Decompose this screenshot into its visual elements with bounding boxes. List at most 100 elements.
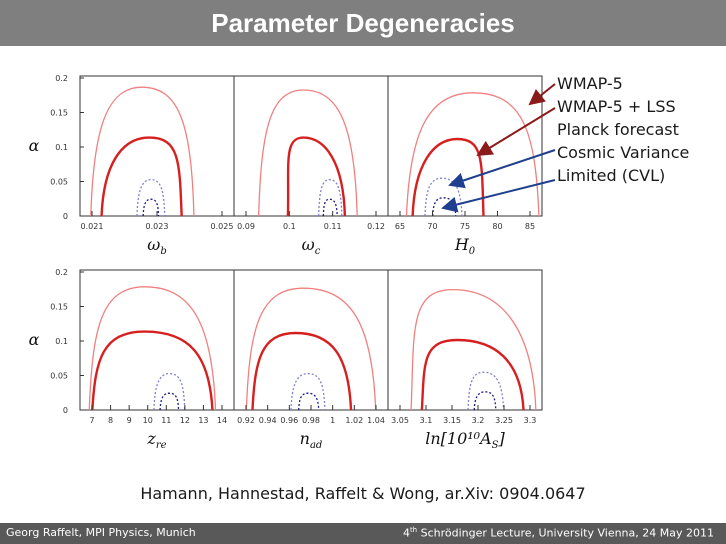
- title-bar: Parameter Degeneracies: [0, 0, 726, 46]
- x-tick-label: 0.12: [367, 222, 385, 231]
- contour-wmap-5: [245, 287, 377, 411]
- x-tick-label: 0.94: [259, 416, 277, 425]
- x-tick-label: 10: [143, 416, 153, 425]
- x-tick-label: 80: [492, 222, 502, 231]
- x-tick-label: 1.04: [367, 416, 385, 425]
- contour-cosmic-variance-limited-cvl-: [159, 392, 180, 411]
- contour-wmap-5: [410, 288, 537, 411]
- x-tick-label: 85: [525, 222, 535, 231]
- legend-arrow: [528, 83, 556, 106]
- x-tick-label: 3.3: [524, 416, 537, 425]
- x-tick-label: 3.05: [391, 416, 409, 425]
- contour-planck-forecast: [424, 177, 463, 217]
- x-axis-label: ωc: [302, 235, 321, 257]
- contour-planck-forecast: [290, 372, 326, 411]
- footer-author: Georg Raffelt, MPI Physics, Munich: [6, 526, 196, 539]
- x-tick-label: 0.96: [280, 416, 298, 425]
- panel-frame: [233, 269, 389, 411]
- x-tick-label: 9: [127, 416, 132, 425]
- contour-wmap-5: [257, 89, 358, 217]
- legend: WMAP-5 WMAP-5 + LSS Planck forecast Cosm…: [557, 72, 689, 187]
- contour-wmap-5-lss: [420, 338, 525, 411]
- x-tick-label: 75: [460, 222, 470, 231]
- slide-title: Parameter Degeneracies: [211, 8, 515, 38]
- y-tick-label: 0.1: [55, 337, 68, 346]
- contour-wmap-5: [90, 86, 195, 217]
- contour-planck-forecast: [136, 178, 166, 217]
- x-tick-label: 1.02: [345, 416, 363, 425]
- x-tick-label: 0.11: [324, 222, 342, 231]
- x-tick-label: 3.25: [495, 416, 513, 425]
- x-tick-label: 0.98: [302, 416, 320, 425]
- contour-planck-forecast: [467, 371, 505, 411]
- contour-planck-forecast: [153, 372, 186, 411]
- y-tick-label: 0.1: [55, 143, 68, 152]
- x-tick-label: 12: [180, 416, 190, 425]
- x-tick-label: 0.021: [81, 222, 104, 231]
- x-tick-label: 0.025: [211, 222, 234, 231]
- x-tick-label: 14: [217, 416, 227, 425]
- contour-wmap-5: [88, 286, 217, 411]
- y-tick-label: 0.2: [55, 74, 68, 83]
- contour-wmap-5-lss: [91, 330, 214, 411]
- footer-event: 4th Schrödinger Lecture, University Vien…: [403, 526, 714, 540]
- x-tick-label: 0.1: [283, 222, 296, 231]
- contour-cosmic-variance-limited-cvl-: [432, 197, 457, 217]
- contour-cosmic-variance-limited-cvl-: [473, 391, 497, 411]
- x-axis-label: nad: [300, 429, 323, 451]
- legend-wmap5: WMAP-5: [557, 74, 623, 93]
- y-tick-label: 0.2: [55, 268, 68, 277]
- contour-cosmic-variance-limited-cvl-: [322, 198, 338, 217]
- x-axis-label: ln[10¹⁰AS]: [425, 429, 505, 451]
- footer-event-text: Schrödinger Lecture, University Vienna, …: [417, 526, 714, 540]
- x-tick-label: 8: [108, 416, 113, 425]
- x-tick-label: 11: [161, 416, 171, 425]
- contour-wmap-5-lss: [251, 331, 353, 411]
- legend-arrow: [448, 149, 556, 189]
- x-tick-label: 0.023: [146, 222, 169, 231]
- footer-bar: Georg Raffelt, MPI Physics, Munich 4th S…: [0, 523, 726, 544]
- x-tick-label: 65: [395, 222, 405, 231]
- footer-event-num: 4: [402, 526, 410, 540]
- x-tick-label: 70: [427, 222, 437, 231]
- y-tick-label: 0.05: [50, 178, 68, 187]
- legend-wmap5-lss: WMAP-5 + LSS: [557, 97, 676, 116]
- contour-figure: 0.021 0.023 0.025 ωb 0 0.05 0.1 0.15 0.2 α 0.09 0.1…: [29, 74, 556, 451]
- y-tick-label: 0.15: [50, 109, 68, 118]
- legend-arrow: [476, 107, 556, 157]
- panel-frame: [79, 269, 235, 411]
- x-tick-label: 7: [89, 416, 94, 425]
- footer-event-sup: th: [409, 526, 418, 534]
- legend-cvl: Cosmic Variance: [557, 143, 690, 162]
- y-tick-label: 0.15: [50, 303, 68, 312]
- panel-frame: [233, 75, 389, 217]
- contour-wmap-5-lss: [411, 137, 485, 217]
- x-tick-label: 3.2: [472, 416, 485, 425]
- x-tick-label: 0.09: [237, 222, 255, 231]
- y-tick-label: 0.05: [50, 372, 68, 381]
- contour-wmap-5-lss: [286, 136, 347, 217]
- x-axis-label: zre: [146, 429, 166, 451]
- contour-cosmic-variance-limited-cvl-: [298, 392, 320, 411]
- y-tick-label: 0: [63, 406, 68, 415]
- x-tick-label: 3.15: [443, 416, 461, 425]
- contour-wmap-5-lss: [100, 136, 183, 217]
- panel-frame: [79, 75, 235, 217]
- contour-cosmic-variance-limited-cvl-: [142, 198, 160, 217]
- x-tick-label: 1: [330, 416, 335, 425]
- citation: Hamann, Hannestad, Raffelt & Wong, ar.Xi…: [140, 484, 586, 503]
- contour-wmap-5: [405, 92, 540, 217]
- legend-planck: Planck forecast: [557, 120, 679, 139]
- x-tick-label: 13: [198, 416, 208, 425]
- contour-planck-forecast: [318, 178, 343, 217]
- x-tick-label: 3.1: [420, 416, 433, 425]
- x-axis-label: ωb: [147, 235, 166, 257]
- y-axis-label: α: [29, 136, 40, 155]
- legend-arrow: [441, 179, 556, 213]
- y-tick-label: 0: [63, 212, 68, 221]
- panel-frame: [387, 75, 543, 217]
- y-axis-label: α: [29, 330, 40, 349]
- x-axis-label: H0: [454, 235, 476, 257]
- legend-cvl-2: Limited (CVL): [557, 166, 666, 185]
- x-tick-label: 0.92: [237, 416, 255, 425]
